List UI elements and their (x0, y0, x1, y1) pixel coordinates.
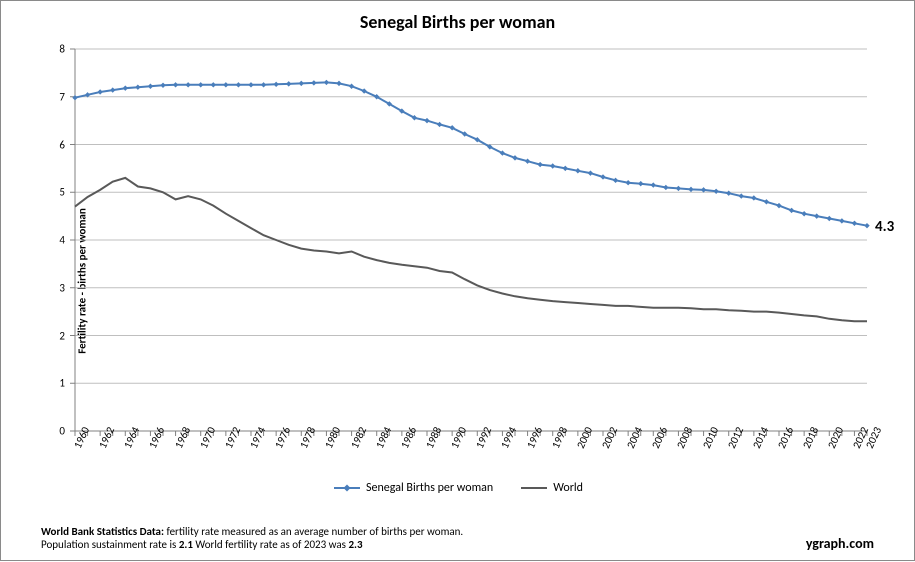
series-end-label-text: 4.3 (875, 218, 894, 236)
footer-line2-a: Population sustainment rate is (41, 538, 179, 551)
legend-swatch (334, 483, 360, 493)
legend-label: World (553, 481, 583, 495)
footer-line2-b: 2.1 (179, 538, 193, 551)
chart-container: Senegal Births per woman Fertility rate … (0, 0, 915, 561)
legend: Senegal Births per woman World (1, 481, 915, 495)
legend-swatch (521, 483, 547, 493)
ytick-label: 6 (45, 138, 65, 151)
ytick-label: 5 (45, 186, 65, 199)
footer-line-1: World Bank Statistics Data: fertility ra… (41, 525, 874, 539)
ytick-label: 0 (45, 425, 65, 438)
footer-line-2: Population sustainment rate is 2.1 World… (41, 538, 874, 552)
ytick-label: 8 (45, 43, 65, 56)
footer: World Bank Statistics Data: fertility ra… (41, 525, 874, 553)
footer-line2-c: World fertility rate as of 2023 was (193, 538, 349, 551)
footer-brand: ygraph.com (806, 535, 874, 553)
ytick-label: 2 (45, 329, 65, 342)
footer-line1-rest: fertility rate measured as an average nu… (164, 525, 463, 538)
plot-area (1, 1, 915, 562)
footer-line2-d: 2.3 (348, 538, 362, 551)
legend-item: World (521, 481, 583, 495)
ytick-label: 7 (45, 90, 65, 103)
ytick-label: 1 (45, 377, 65, 390)
series-end-label: 4.3 (875, 218, 894, 236)
legend-label: Senegal Births per woman (366, 481, 493, 495)
ytick-label: 3 (45, 281, 65, 294)
footer-line1-bold: World Bank Statistics Data: (41, 525, 164, 538)
legend-item: Senegal Births per woman (334, 481, 493, 495)
ytick-label: 4 (45, 234, 65, 247)
